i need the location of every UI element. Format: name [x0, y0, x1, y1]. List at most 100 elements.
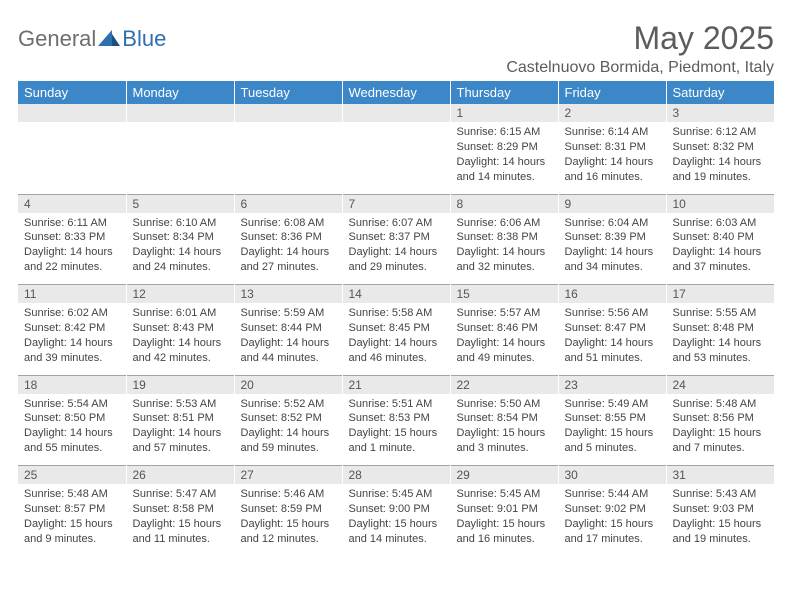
- sunset-text: Sunset: 8:33 PM: [24, 230, 120, 245]
- sunrise-text: Sunrise: 5:48 AM: [673, 397, 769, 412]
- daylight-line1: Daylight: 14 hours: [565, 155, 660, 170]
- day-number-cell: 6: [234, 194, 342, 213]
- sunset-text: Sunset: 8:50 PM: [24, 411, 120, 426]
- day-number-cell: 18: [18, 375, 126, 394]
- location-subtitle: Castelnuovo Bormida, Piedmont, Italy: [506, 59, 774, 77]
- sunset-text: Sunset: 8:44 PM: [241, 321, 336, 336]
- day-number-cell: 20: [234, 375, 342, 394]
- daylight-line1: Daylight: 14 hours: [673, 336, 769, 351]
- daylight-line1: Daylight: 14 hours: [133, 336, 228, 351]
- sunrise-text: Sunrise: 5:49 AM: [565, 397, 660, 412]
- daylight-line1: Daylight: 14 hours: [24, 245, 120, 260]
- daylight-line1: Daylight: 15 hours: [24, 517, 120, 532]
- daylight-line1: Daylight: 15 hours: [673, 426, 769, 441]
- day-number-cell: 17: [666, 285, 774, 304]
- day-content-cell: Sunrise: 5:56 AMSunset: 8:47 PMDaylight:…: [558, 303, 666, 375]
- brand-part2: Blue: [122, 26, 166, 52]
- day-number-cell: 2: [558, 104, 666, 122]
- daylight-line2: and 37 minutes.: [673, 260, 769, 275]
- daylight-line1: Daylight: 14 hours: [133, 426, 228, 441]
- day-number-row: 45678910: [18, 194, 774, 213]
- day-content-cell: Sunrise: 6:11 AMSunset: 8:33 PMDaylight:…: [18, 213, 126, 285]
- sunrise-text: Sunrise: 5:56 AM: [565, 306, 660, 321]
- sunset-text: Sunset: 8:53 PM: [349, 411, 444, 426]
- daylight-line2: and 42 minutes.: [133, 351, 228, 366]
- daylight-line2: and 29 minutes.: [349, 260, 444, 275]
- day-content-cell: Sunrise: 5:57 AMSunset: 8:46 PMDaylight:…: [450, 303, 558, 375]
- sunset-text: Sunset: 8:40 PM: [673, 230, 769, 245]
- day-content-cell: Sunrise: 5:45 AMSunset: 9:01 PMDaylight:…: [450, 484, 558, 554]
- sunset-text: Sunset: 8:45 PM: [349, 321, 444, 336]
- brand-triangle-icon: [98, 28, 120, 51]
- weekday-header: Friday: [558, 81, 666, 104]
- daylight-line1: Daylight: 14 hours: [133, 245, 228, 260]
- daylight-line1: Daylight: 15 hours: [673, 517, 769, 532]
- sunrise-text: Sunrise: 5:50 AM: [457, 397, 552, 412]
- day-number-row: 123: [18, 104, 774, 122]
- weekday-header: Monday: [126, 81, 234, 104]
- daylight-line2: and 19 minutes.: [673, 170, 769, 185]
- sunset-text: Sunset: 9:02 PM: [565, 502, 660, 517]
- daylight-line1: Daylight: 15 hours: [241, 517, 336, 532]
- sunrise-text: Sunrise: 5:45 AM: [349, 487, 444, 502]
- daylight-line2: and 39 minutes.: [24, 351, 120, 366]
- daylight-line1: Daylight: 14 hours: [241, 245, 336, 260]
- day-content-cell: Sunrise: 6:01 AMSunset: 8:43 PMDaylight:…: [126, 303, 234, 375]
- day-content-cell: Sunrise: 5:50 AMSunset: 8:54 PMDaylight:…: [450, 394, 558, 466]
- sunrise-text: Sunrise: 5:45 AM: [457, 487, 552, 502]
- sunrise-text: Sunrise: 6:12 AM: [673, 125, 769, 140]
- daylight-line2: and 12 minutes.: [241, 532, 336, 547]
- day-number-cell: 19: [126, 375, 234, 394]
- sunset-text: Sunset: 8:38 PM: [457, 230, 552, 245]
- sunrise-text: Sunrise: 5:54 AM: [24, 397, 120, 412]
- daylight-line1: Daylight: 14 hours: [241, 336, 336, 351]
- daylight-line1: Daylight: 14 hours: [565, 245, 660, 260]
- daylight-line1: Daylight: 15 hours: [565, 517, 660, 532]
- day-number-cell: 4: [18, 194, 126, 213]
- sunset-text: Sunset: 8:54 PM: [457, 411, 552, 426]
- daylight-line2: and 14 minutes.: [349, 532, 444, 547]
- sunrise-text: Sunrise: 5:55 AM: [673, 306, 769, 321]
- sunrise-text: Sunrise: 6:08 AM: [241, 216, 336, 231]
- sunrise-text: Sunrise: 5:59 AM: [241, 306, 336, 321]
- daylight-line2: and 9 minutes.: [24, 532, 120, 547]
- sunrise-text: Sunrise: 6:14 AM: [565, 125, 660, 140]
- day-content-cell: [126, 122, 234, 194]
- brand-logo: General Blue: [18, 20, 166, 52]
- daylight-line2: and 32 minutes.: [457, 260, 552, 275]
- day-content-cell: [18, 122, 126, 194]
- day-number-cell: 13: [234, 285, 342, 304]
- day-content-cell: Sunrise: 5:43 AMSunset: 9:03 PMDaylight:…: [666, 484, 774, 554]
- sunset-text: Sunset: 8:47 PM: [565, 321, 660, 336]
- daylight-line2: and 34 minutes.: [565, 260, 660, 275]
- day-number-cell: 24: [666, 375, 774, 394]
- daylight-line1: Daylight: 15 hours: [457, 517, 552, 532]
- day-number-cell: 12: [126, 285, 234, 304]
- day-number-cell: 31: [666, 466, 774, 485]
- daylight-line1: Daylight: 14 hours: [457, 245, 552, 260]
- calendar-table: Sunday Monday Tuesday Wednesday Thursday…: [18, 81, 774, 554]
- sunset-text: Sunset: 8:36 PM: [241, 230, 336, 245]
- sunrise-text: Sunrise: 5:44 AM: [565, 487, 660, 502]
- day-content-row: Sunrise: 6:15 AMSunset: 8:29 PMDaylight:…: [18, 122, 774, 194]
- day-content-cell: Sunrise: 6:15 AMSunset: 8:29 PMDaylight:…: [450, 122, 558, 194]
- sunset-text: Sunset: 8:59 PM: [241, 502, 336, 517]
- day-number-cell: 11: [18, 285, 126, 304]
- day-number-cell: 27: [234, 466, 342, 485]
- day-content-cell: Sunrise: 5:55 AMSunset: 8:48 PMDaylight:…: [666, 303, 774, 375]
- sunset-text: Sunset: 8:52 PM: [241, 411, 336, 426]
- day-content-cell: Sunrise: 6:07 AMSunset: 8:37 PMDaylight:…: [342, 213, 450, 285]
- calendar-page: General Blue May 2025 Castelnuovo Bormid…: [0, 0, 792, 564]
- sunrise-text: Sunrise: 5:52 AM: [241, 397, 336, 412]
- day-content-cell: Sunrise: 5:45 AMSunset: 9:00 PMDaylight:…: [342, 484, 450, 554]
- daylight-line1: Daylight: 14 hours: [565, 336, 660, 351]
- weekday-header: Tuesday: [234, 81, 342, 104]
- sunset-text: Sunset: 8:51 PM: [133, 411, 228, 426]
- day-number-cell: 9: [558, 194, 666, 213]
- sunrise-text: Sunrise: 5:58 AM: [349, 306, 444, 321]
- sunrise-text: Sunrise: 6:01 AM: [133, 306, 228, 321]
- sunset-text: Sunset: 8:43 PM: [133, 321, 228, 336]
- daylight-line2: and 55 minutes.: [24, 441, 120, 456]
- day-number-cell: 26: [126, 466, 234, 485]
- day-content-cell: Sunrise: 5:48 AMSunset: 8:57 PMDaylight:…: [18, 484, 126, 554]
